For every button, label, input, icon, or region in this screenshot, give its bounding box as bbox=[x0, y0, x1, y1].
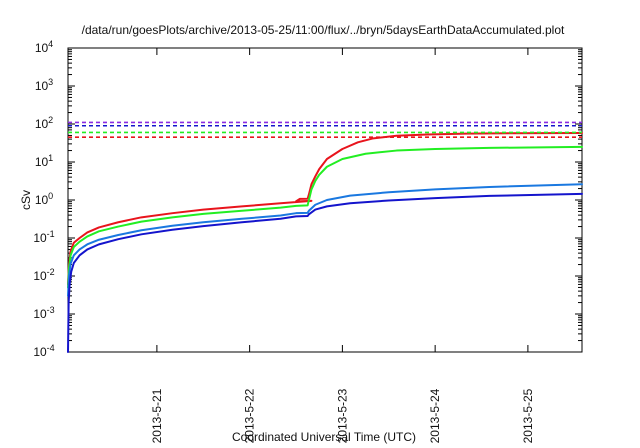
y-tick-exponent: 4 bbox=[48, 39, 53, 49]
y-tick-base: 10 bbox=[35, 79, 49, 93]
y-tick-exponent: -4 bbox=[47, 343, 55, 353]
x-tick-label: 2013-5-23 bbox=[335, 388, 349, 443]
x-tick-label: 2013-5-24 bbox=[428, 388, 442, 443]
x-tick-label: 2013-5-21 bbox=[150, 388, 164, 443]
y-tick-base: 10 bbox=[35, 41, 49, 55]
x-tick-label: 2013-5-25 bbox=[521, 388, 535, 443]
y-tick-exponent: 2 bbox=[48, 115, 53, 125]
x-axis-label: Coordinated Universal Time (UTC) bbox=[232, 430, 416, 444]
y-tick-label: 10-2 bbox=[33, 267, 54, 283]
series-line-3 bbox=[67, 192, 583, 353]
chart-title: /data/run/goesPlots/archive/2013-05-25/1… bbox=[82, 23, 565, 37]
y-tick-label: 102 bbox=[35, 115, 53, 131]
y-tick-exponent: -2 bbox=[47, 267, 55, 277]
y-tick-exponent: -1 bbox=[47, 229, 55, 239]
series-line-2 bbox=[67, 183, 583, 297]
y-axis-label: cSv bbox=[19, 190, 33, 210]
y-tick-label: 10-3 bbox=[33, 305, 54, 321]
y-tick-base: 10 bbox=[33, 307, 47, 321]
y-tick-base: 10 bbox=[33, 231, 47, 245]
y-tick-label: 10-1 bbox=[33, 229, 54, 245]
y-tick-exponent: -3 bbox=[47, 305, 55, 315]
series-line-1 bbox=[67, 145, 583, 289]
y-tick-base: 10 bbox=[33, 269, 47, 283]
y-tick-label: 10-4 bbox=[33, 343, 54, 359]
y-tick-base: 10 bbox=[35, 155, 49, 169]
y-tick-label: 101 bbox=[35, 153, 53, 169]
y-tick-base: 10 bbox=[35, 117, 49, 131]
x-axis-ticks: 2013-5-21 2013-5-22 2013-5-23 2013-5-24 2013… bbox=[150, 48, 535, 443]
reference-lines-layer bbox=[68, 121, 582, 138]
y-tick-exponent: 0 bbox=[48, 191, 53, 201]
y-tick-label: 103 bbox=[35, 77, 53, 93]
x-tick-label: 2013-5-22 bbox=[243, 388, 257, 443]
y-tick-exponent: 3 bbox=[48, 77, 53, 87]
y-tick-label: 100 bbox=[35, 191, 53, 207]
y-tick-label: 104 bbox=[35, 39, 53, 55]
y-tick-exponent: 1 bbox=[48, 153, 53, 163]
y-tick-base: 10 bbox=[35, 193, 49, 207]
y-tick-base: 10 bbox=[33, 345, 47, 359]
